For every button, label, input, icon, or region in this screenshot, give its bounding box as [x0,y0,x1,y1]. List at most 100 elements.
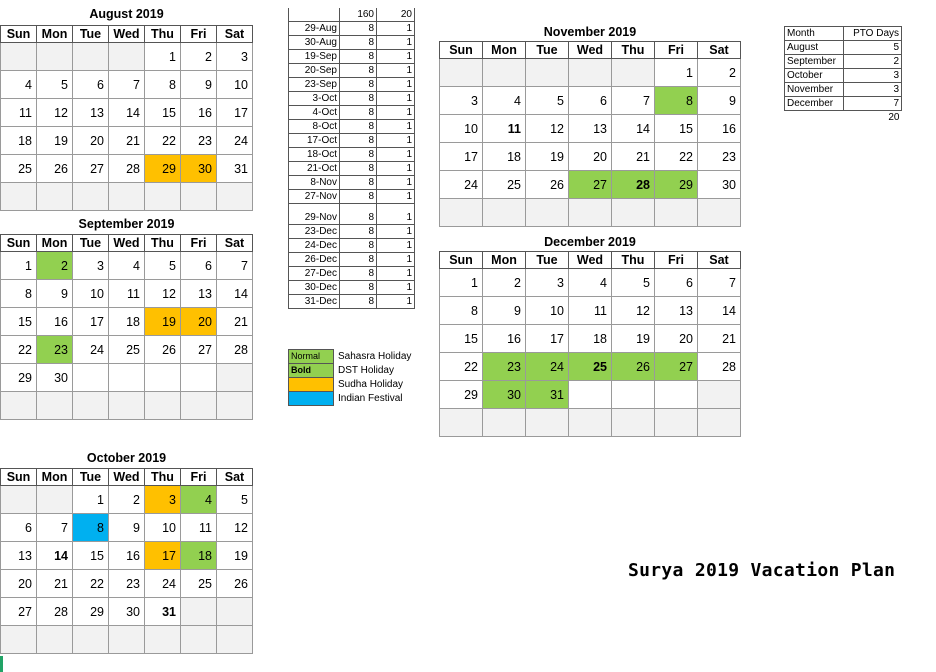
pto-date: 8-Nov [288,175,340,190]
day-cell: 16 [697,114,741,143]
day-cell: 28 [108,154,145,183]
calendar-week-row: 13 14 15 16 17 18 19 [0,541,253,570]
pto-list-row: 24-Dec 8 1 [288,238,415,253]
day-cell: 13 [654,296,698,325]
day-cell: 21 [108,126,145,155]
pto-date: 17-Oct [288,133,340,148]
day-cell: 28 [611,170,655,199]
pto-days: 1 [376,133,415,148]
day-cell: 21 [216,307,253,336]
empty-day-cell [72,42,109,71]
day-cell: 10 [439,114,483,143]
empty-day-cell [144,363,181,392]
pto-hours: 8 [339,266,377,281]
day-cell: 15 [654,114,698,143]
summary-days: 3 [843,68,902,83]
pto-hours: 8 [339,175,377,190]
day-cell: 19 [525,142,569,171]
day-cell: 10 [72,279,109,308]
calendar-week-row: 29 30 [0,363,253,392]
weekday-header: Fri [180,468,217,486]
day-cell: 30 [36,363,73,392]
legend-item: Normal Sahasra Holiday [288,349,414,364]
day-cell: 22 [654,142,698,171]
day-cell: 11 [568,296,612,325]
pto-hours: 8 [339,119,377,134]
pto-hours: 8 [339,49,377,64]
day-cell: 6 [654,268,698,297]
weekday-header: Mon [482,251,526,269]
legend-swatch: Bold [288,363,334,378]
day-cell: 29 [439,380,483,409]
pto-hours: 8 [339,133,377,148]
calendar-week-row: 11 12 13 14 15 16 17 [0,98,253,127]
empty-day-cell [0,485,37,514]
day-cell: 8 [72,513,109,542]
day-cell: 29 [654,170,698,199]
pto-list-header: 160 20 [288,8,415,22]
day-cell: 3 [216,42,253,71]
pto-days: 1 [376,21,415,36]
day-cell: 5 [216,485,253,514]
empty-day-cell [525,408,569,437]
legend: Normal Sahasra Holiday Bold DST Holiday Sudh… [288,349,414,406]
day-cell: 13 [568,114,612,143]
weekday-header-row: Sun Mon Tue Wed Thu Fri Sat [0,234,253,252]
day-cell: 14 [36,541,73,570]
day-cell: 24 [216,126,253,155]
pto-date: 8-Oct [288,119,340,134]
calendar-week-row: 22 23 24 25 26 27 28 [439,352,741,381]
summary-days: 3 [843,82,902,97]
pto-days: 1 [376,203,415,225]
pto-list-row: 31-Dec 8 1 [288,294,415,309]
calendar-week-row: 8 9 10 11 12 13 14 [0,279,253,308]
day-cell: 27 [0,597,37,626]
day-cell: 3 [525,268,569,297]
empty-day-cell [568,58,612,87]
weekday-header: Sun [0,468,37,486]
day-cell: 22 [0,335,37,364]
empty-day-cell [108,363,145,392]
pto-hours: 8 [339,77,377,92]
empty-day-cell [180,597,217,626]
day-cell: 10 [525,296,569,325]
pto-hours: 8 [339,35,377,50]
summary-total: 20 [888,112,900,123]
empty-day-cell [36,42,73,71]
day-cell: 12 [36,98,73,127]
day-cell: 5 [144,251,181,280]
empty-day-cell [216,182,253,211]
pto-date-list: 160 20 29-Aug 8 1 30-Aug 8 1 19-Sep 8 1 20-Sep 8 1 2… [288,8,415,309]
day-cell: 10 [216,70,253,99]
day-cell: 19 [144,307,181,336]
empty-day-cell [439,58,483,87]
day-cell: 19 [216,541,253,570]
calendar-title: December 2019 [544,235,636,249]
pto-hours: 8 [339,224,377,239]
day-cell: 17 [72,307,109,336]
pto-date: 20-Sep [288,63,340,78]
day-cell: 30 [482,380,526,409]
day-cell: 19 [611,324,655,353]
day-cell: 20 [568,142,612,171]
day-cell: 16 [482,324,526,353]
calendar-grid: Sun Mon Tue Wed Thu Fri Sat 1 2 3 4 5 6 7 8 9 10 11 12 13 14… [439,251,741,437]
legend-item: Bold DST Holiday [288,363,414,378]
empty-day-cell [0,625,37,654]
calendar-title: November 2019 [543,25,637,39]
empty-day-cell [144,625,181,654]
empty-day-cell [108,391,145,420]
pto-list-row: 4-Oct 8 1 [288,105,415,120]
calendar-grid: Sun Mon Tue Wed Thu Fri Sat 1 2 3 4 5 6 7 8 9 10 11 12 13 14… [0,234,253,420]
summary-days: 7 [843,96,902,111]
day-cell: 13 [0,541,37,570]
pto-hours: 8 [339,91,377,106]
day-cell: 7 [216,251,253,280]
pto-days: 1 [376,77,415,92]
calendar-title: September 2019 [78,217,175,231]
day-cell: 31 [525,380,569,409]
day-cell: 21 [611,142,655,171]
calendar-week-row: 6 7 8 9 10 11 12 [0,513,253,542]
weekday-header: Thu [144,468,181,486]
